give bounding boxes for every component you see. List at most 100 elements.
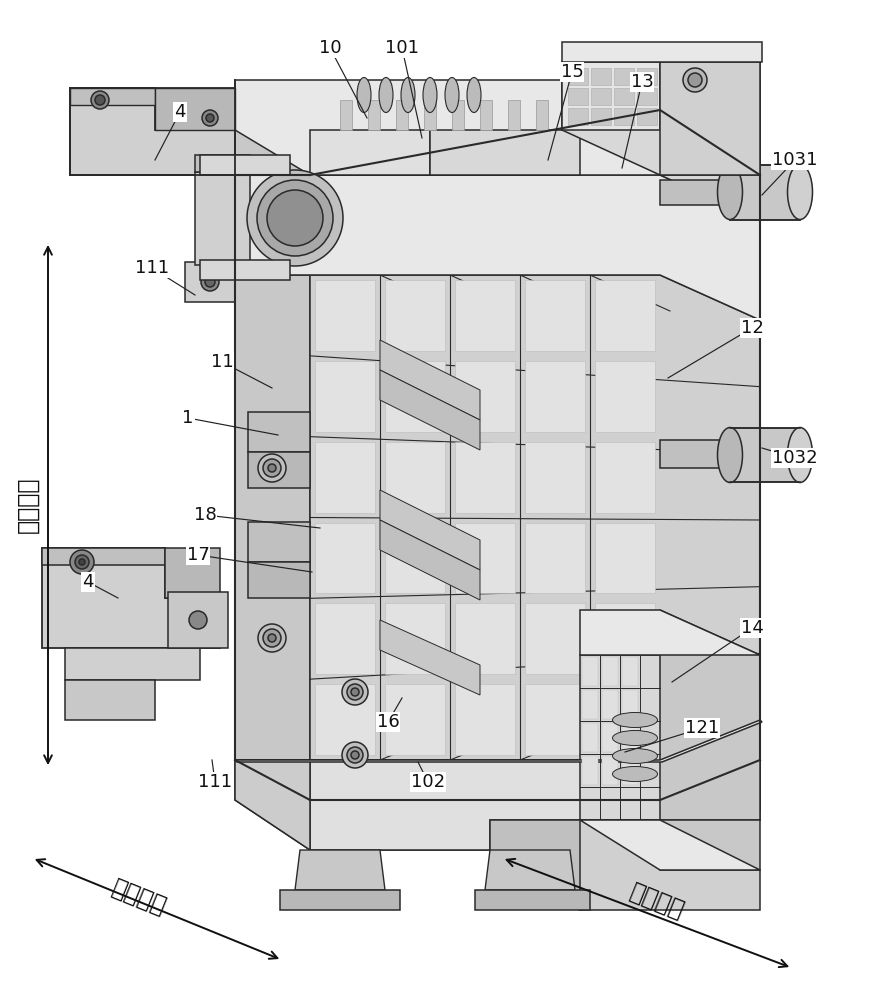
Polygon shape — [380, 340, 480, 420]
Polygon shape — [591, 68, 611, 85]
Polygon shape — [455, 280, 515, 351]
Polygon shape — [660, 820, 760, 870]
Circle shape — [267, 190, 323, 246]
Polygon shape — [525, 522, 585, 593]
Polygon shape — [310, 130, 580, 175]
Text: 1032: 1032 — [773, 449, 818, 467]
Polygon shape — [315, 280, 375, 351]
Polygon shape — [582, 690, 598, 719]
Polygon shape — [248, 522, 310, 562]
Text: 11: 11 — [211, 353, 234, 371]
Polygon shape — [536, 100, 548, 130]
Text: 101: 101 — [385, 39, 419, 57]
Polygon shape — [614, 108, 634, 125]
Text: 14: 14 — [740, 619, 764, 637]
Polygon shape — [385, 684, 445, 755]
Ellipse shape — [401, 78, 415, 112]
Polygon shape — [455, 603, 515, 674]
Polygon shape — [280, 890, 400, 910]
Polygon shape — [200, 260, 290, 280]
Text: 17: 17 — [187, 546, 209, 564]
Polygon shape — [660, 80, 760, 110]
Polygon shape — [568, 108, 588, 125]
Ellipse shape — [423, 78, 437, 112]
Polygon shape — [168, 592, 228, 648]
Ellipse shape — [612, 748, 657, 764]
Text: 10: 10 — [318, 39, 341, 57]
Circle shape — [268, 634, 276, 642]
Polygon shape — [385, 361, 445, 432]
Ellipse shape — [718, 428, 742, 483]
Text: 18: 18 — [194, 506, 216, 524]
Polygon shape — [582, 723, 598, 752]
Polygon shape — [580, 610, 760, 655]
Polygon shape — [660, 180, 730, 205]
Polygon shape — [315, 361, 375, 432]
Text: 1031: 1031 — [773, 151, 818, 169]
Polygon shape — [582, 756, 598, 785]
Text: 102: 102 — [411, 773, 445, 791]
Polygon shape — [595, 442, 655, 512]
Circle shape — [202, 110, 218, 126]
Polygon shape — [310, 275, 760, 760]
Polygon shape — [562, 42, 762, 62]
Polygon shape — [42, 548, 220, 648]
Polygon shape — [490, 820, 760, 910]
Polygon shape — [235, 275, 310, 760]
Polygon shape — [385, 442, 445, 512]
Text: 第一方向: 第一方向 — [16, 477, 40, 533]
Circle shape — [205, 277, 215, 287]
Polygon shape — [195, 172, 250, 265]
Polygon shape — [315, 603, 375, 674]
Polygon shape — [340, 100, 352, 130]
Polygon shape — [235, 720, 762, 762]
Circle shape — [347, 684, 363, 700]
Polygon shape — [580, 820, 760, 870]
Text: 15: 15 — [561, 63, 583, 81]
Polygon shape — [580, 80, 760, 220]
Polygon shape — [730, 165, 800, 220]
Polygon shape — [591, 108, 611, 125]
Polygon shape — [622, 756, 638, 785]
Polygon shape — [614, 68, 634, 85]
Ellipse shape — [787, 428, 813, 483]
Circle shape — [258, 624, 286, 652]
Text: 1: 1 — [182, 409, 194, 427]
Polygon shape — [295, 850, 385, 890]
Circle shape — [342, 679, 368, 705]
Polygon shape — [568, 68, 588, 85]
Polygon shape — [602, 690, 618, 719]
Circle shape — [342, 742, 368, 768]
Polygon shape — [614, 88, 634, 105]
Polygon shape — [235, 760, 310, 850]
Polygon shape — [235, 80, 660, 175]
Text: 第三方向: 第三方向 — [626, 879, 688, 923]
Circle shape — [258, 454, 286, 482]
Text: 第二方向: 第二方向 — [108, 875, 170, 919]
Polygon shape — [380, 370, 480, 450]
Polygon shape — [595, 280, 655, 351]
Polygon shape — [380, 520, 480, 600]
Text: 13: 13 — [630, 73, 653, 91]
Circle shape — [351, 751, 359, 759]
Polygon shape — [165, 548, 220, 598]
Polygon shape — [42, 548, 165, 565]
Polygon shape — [582, 657, 598, 686]
Circle shape — [257, 180, 333, 256]
Polygon shape — [455, 522, 515, 593]
Polygon shape — [475, 890, 590, 910]
Polygon shape — [380, 490, 480, 570]
Text: 111: 111 — [198, 773, 232, 791]
Polygon shape — [595, 522, 655, 593]
Polygon shape — [385, 603, 445, 674]
Polygon shape — [455, 684, 515, 755]
Circle shape — [79, 559, 85, 565]
Polygon shape — [562, 62, 660, 130]
Circle shape — [351, 688, 359, 696]
Polygon shape — [248, 412, 310, 452]
Polygon shape — [195, 155, 250, 172]
Circle shape — [75, 555, 89, 569]
Polygon shape — [396, 100, 408, 130]
Polygon shape — [580, 655, 760, 820]
Polygon shape — [455, 442, 515, 512]
